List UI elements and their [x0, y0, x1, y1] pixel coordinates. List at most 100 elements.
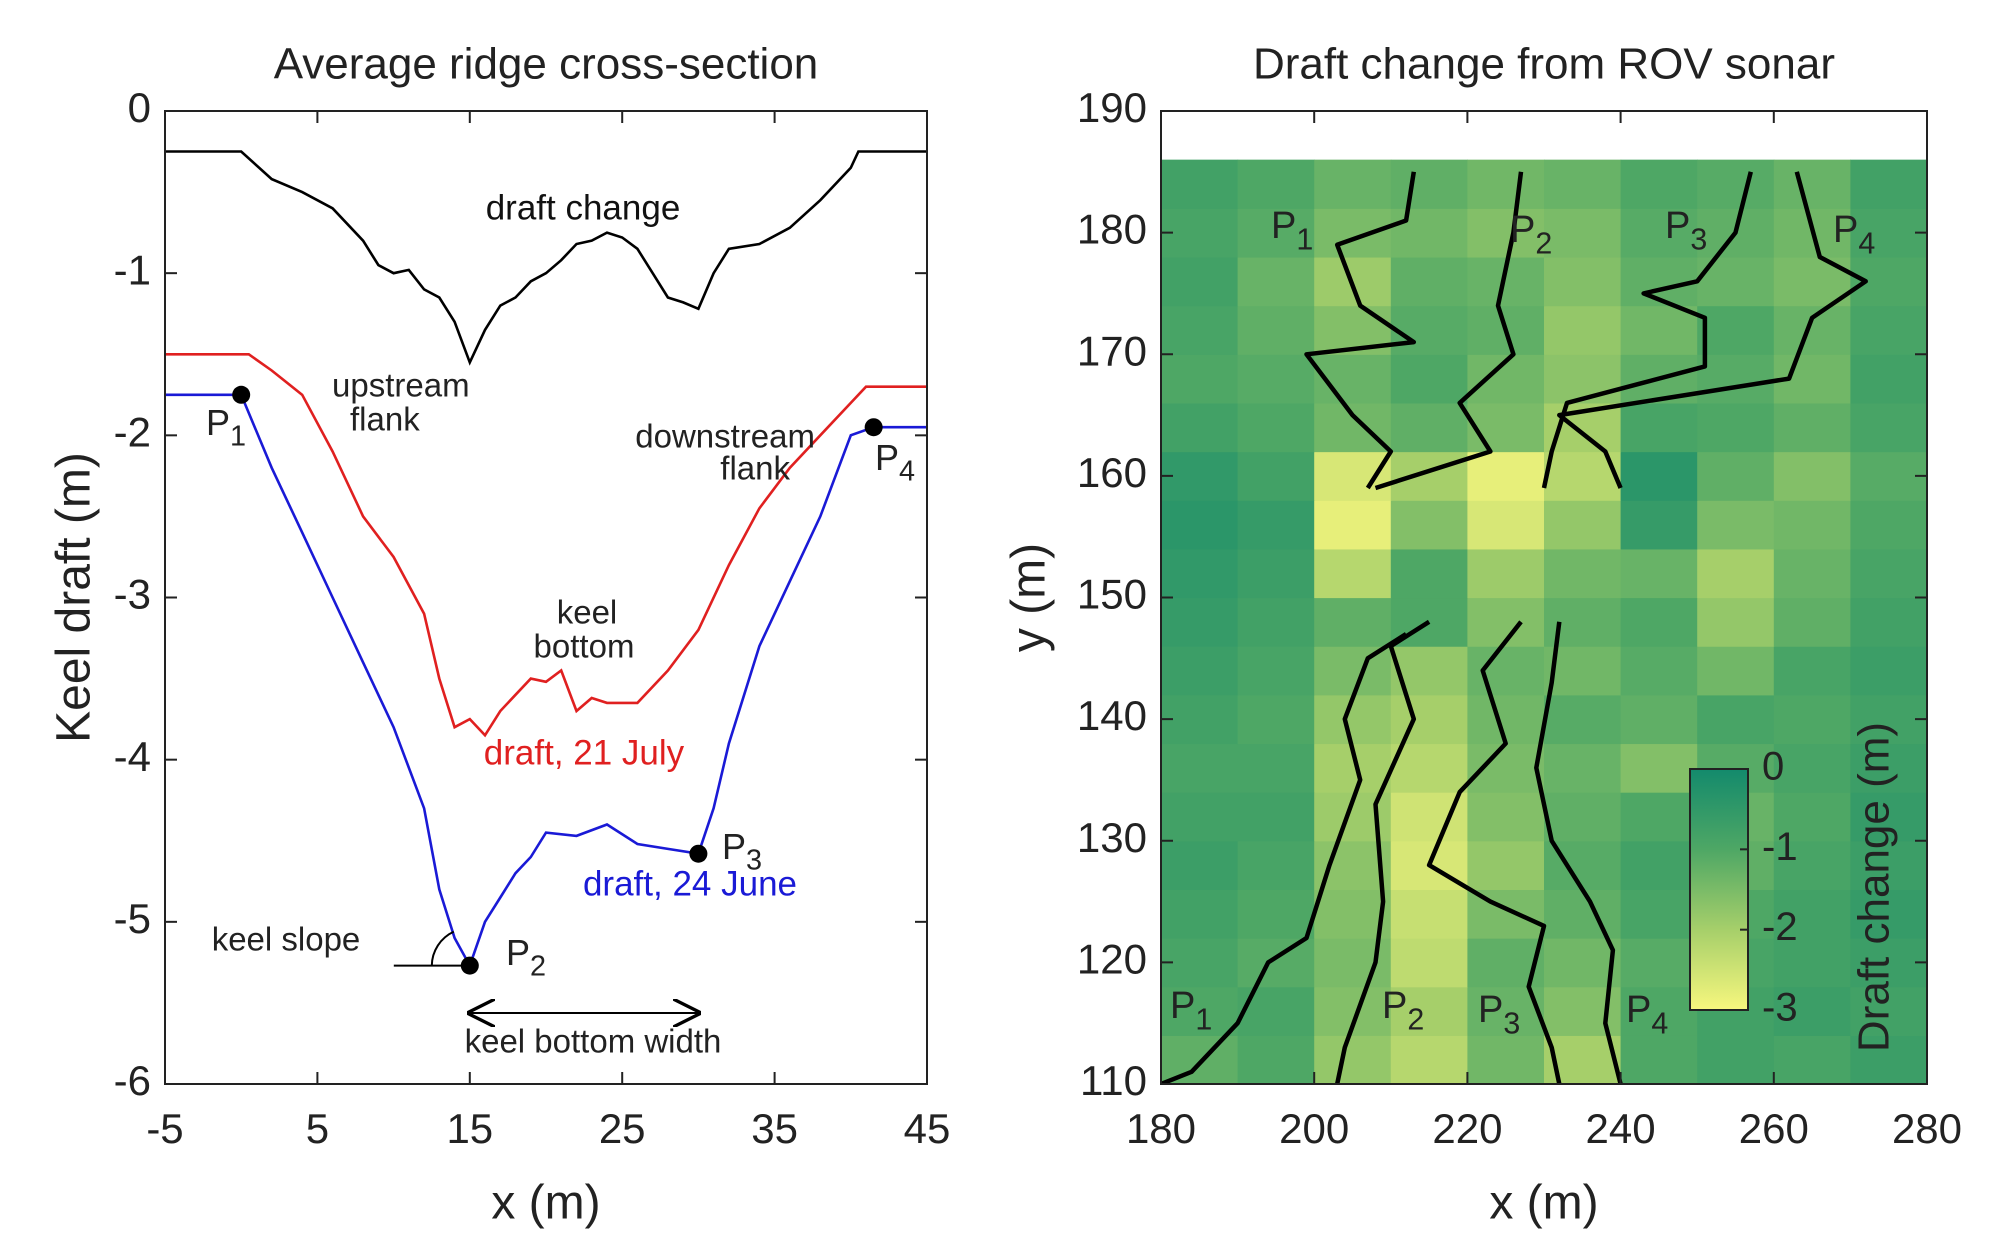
- heat-cell: [1620, 938, 1698, 988]
- y-tick-label: 170: [1077, 327, 1147, 374]
- label-sub: 1: [1195, 1002, 1212, 1036]
- heat-cell: [1237, 743, 1315, 793]
- heat-cell: [1850, 159, 1927, 209]
- heat-cell: [1620, 548, 1698, 599]
- heat-cell: [1850, 743, 1927, 793]
- heat-cell: [1850, 305, 1927, 355]
- heat-cell: [1314, 1035, 1392, 1084]
- y-tick-label: -1: [114, 246, 151, 293]
- heat-cell: [1390, 743, 1468, 793]
- heat-cell: [1544, 256, 1622, 307]
- heat-cell: [1850, 500, 1927, 550]
- heat-cell: [1544, 694, 1622, 745]
- heat-cell: [1620, 889, 1698, 939]
- label-sub: 1: [1296, 222, 1313, 256]
- heat-cell: [1467, 548, 1545, 599]
- x-tick-label: 200: [1279, 1105, 1349, 1152]
- series-label: draft, 21 July: [484, 733, 685, 772]
- heat-cell: [1161, 500, 1239, 550]
- label-sub: 2: [1407, 1002, 1424, 1036]
- annotation: keel slope: [212, 921, 361, 958]
- y-tick-label: -3: [114, 571, 151, 618]
- heat-cell: [1620, 743, 1698, 793]
- point-label: P3: [722, 826, 762, 877]
- heat-cell: [1314, 402, 1392, 453]
- x-tick-label: 5: [306, 1105, 329, 1152]
- point-label: P2: [1510, 209, 1552, 260]
- heat-cell: [1237, 548, 1315, 599]
- y-axis-label: Keel draft (m): [48, 452, 101, 743]
- heat-cell: [1161, 208, 1239, 258]
- y-tick-label: 0: [128, 84, 151, 131]
- profile-line: [1541, 171, 1753, 489]
- heat-cell: [1467, 743, 1545, 793]
- heat-cell: [1314, 646, 1392, 696]
- heat-cell: [1467, 646, 1545, 696]
- y-axis-label: y (m): [1003, 543, 1056, 652]
- heat-cell: [1544, 500, 1622, 550]
- x-axis-label: x (m): [491, 1177, 600, 1230]
- heat-cell: [1390, 986, 1468, 1036]
- heat-cell: [1161, 402, 1239, 453]
- point-marker: [460, 956, 479, 975]
- heat-cell: [1850, 840, 1927, 890]
- colorbar: [1689, 768, 1749, 1011]
- chart-title: Average ridge cross-section: [274, 40, 819, 89]
- profile-line: [1374, 171, 1524, 491]
- heat-cell: [1850, 597, 1927, 647]
- heat-cell: [1773, 451, 1851, 501]
- heat-cell: [1620, 694, 1698, 745]
- heat-cell: [1544, 159, 1622, 209]
- heat-cell: [1237, 840, 1315, 890]
- label-text: P: [1665, 205, 1690, 247]
- heat-cell: [1161, 159, 1239, 209]
- heat-cell: [1850, 694, 1927, 745]
- heat-cell: [1161, 451, 1239, 501]
- heat-cell: [1467, 159, 1545, 209]
- y-tick-label: 140: [1077, 692, 1147, 739]
- heat-cell: [1161, 986, 1239, 1036]
- heat-cell: [1237, 451, 1315, 501]
- heat-cell: [1237, 938, 1315, 988]
- heat-cell: [1161, 354, 1239, 404]
- heat-cell: [1697, 597, 1775, 647]
- heat-cell: [1773, 1035, 1851, 1084]
- annotation: keel bottom width: [465, 1023, 722, 1060]
- heat-cell: [1390, 159, 1468, 209]
- heat-cell: [1237, 256, 1315, 307]
- heat-cell: [1161, 597, 1239, 647]
- point-label: P1: [1170, 985, 1212, 1036]
- heat-cell: [1390, 694, 1468, 745]
- heat-cell: [1237, 208, 1315, 258]
- y-tick-label: 130: [1077, 814, 1147, 861]
- heat-cell: [1773, 889, 1851, 939]
- heat-cell: [1773, 548, 1851, 599]
- heat-cell: [1773, 792, 1851, 842]
- heat-cell: [1850, 1035, 1927, 1084]
- heat-cell: [1237, 305, 1315, 355]
- label-sub: 3: [746, 844, 762, 876]
- heat-cell: [1773, 840, 1851, 890]
- heat-cell: [1697, 548, 1775, 599]
- x-tick-label: 45: [904, 1105, 951, 1152]
- annotation: flank: [720, 450, 790, 487]
- heat-cell: [1390, 354, 1468, 404]
- heat-cell: [1314, 548, 1392, 599]
- label-text: P: [1271, 205, 1296, 247]
- heat-cell: [1161, 646, 1239, 696]
- heat-cell: [1544, 354, 1622, 404]
- series-label: draft, 24 June: [583, 864, 797, 903]
- label-sub: 4: [1858, 226, 1875, 260]
- heat-cell: [1697, 1035, 1775, 1084]
- heat-cell: [1773, 743, 1851, 793]
- heat-cell: [1161, 792, 1239, 842]
- heat-cell: [1390, 938, 1468, 988]
- label-text: P: [1382, 985, 1407, 1027]
- heat-cell: [1850, 986, 1927, 1036]
- heat-cell: [1544, 743, 1622, 793]
- heat-cell: [1314, 451, 1392, 501]
- heat-cell: [1850, 792, 1927, 842]
- heat-cell: [1544, 305, 1622, 355]
- profile-line: [1557, 171, 1868, 489]
- heat-cell: [1850, 402, 1927, 453]
